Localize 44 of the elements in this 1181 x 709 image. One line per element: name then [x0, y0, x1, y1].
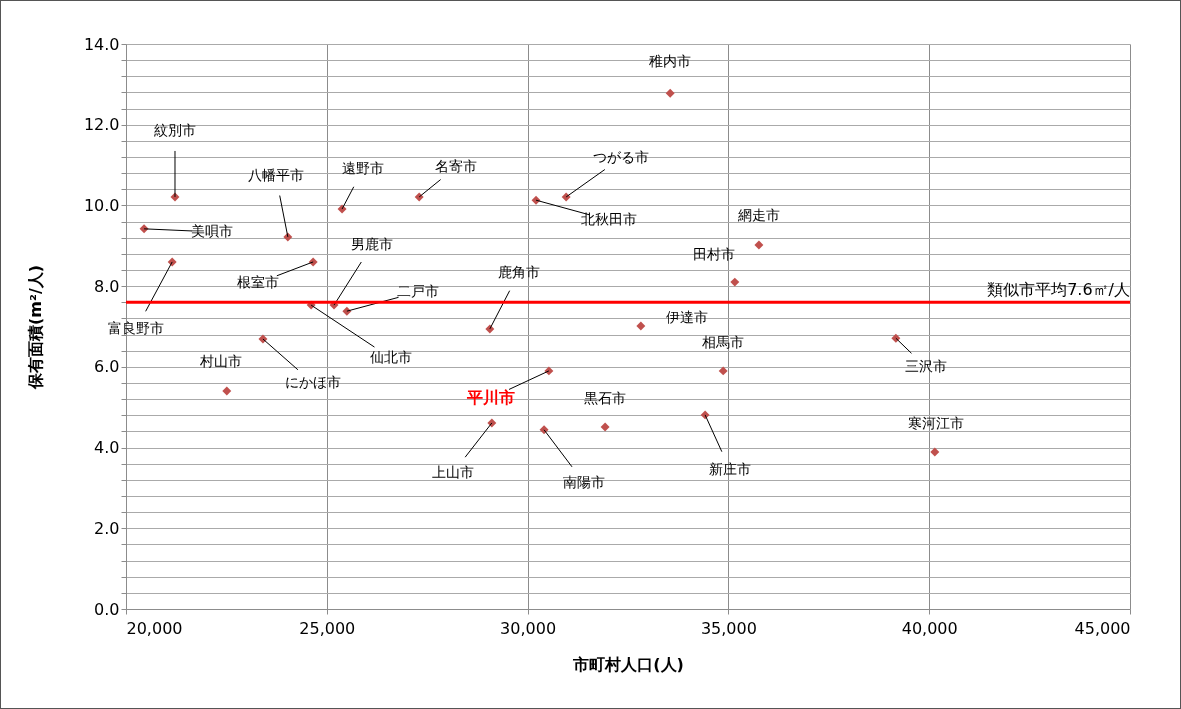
annotation: 黒石市 [584, 389, 627, 406]
ref-line-label: 類似市平均7.6㎡/人 [987, 280, 1130, 300]
annotation: 上山市 [431, 463, 474, 480]
y-axis-title: 保有面積(m²/人) [25, 264, 45, 391]
x-axis-title: 市町村人口(人) [572, 654, 684, 674]
annotation: 八幡平市 [247, 166, 304, 183]
annotation: 三沢市 [904, 358, 947, 375]
annotation: つがる市 [593, 148, 650, 165]
annotation: 村山市 [198, 353, 242, 370]
x-tick-label: 35,000 [700, 618, 757, 638]
annotation: 富良野市 [108, 319, 165, 336]
x-tick-label: 45,000 [1074, 618, 1131, 638]
annotation: 田村市 [692, 246, 735, 263]
y-tick-label: 14.0 [83, 34, 120, 54]
annotation: 寒河江市 [907, 415, 964, 432]
annotation: 仙北市 [370, 349, 413, 366]
annotation: 名寄市 [435, 157, 478, 174]
annotation: 美唄市 [191, 222, 234, 239]
annotation: 鹿角市 [497, 263, 540, 280]
x-tick-label: 25,000 [299, 618, 356, 638]
y-tick-label: 2.0 [94, 518, 120, 538]
y-tick-label: 8.0 [94, 276, 120, 296]
annotation: 伊達市 [665, 309, 708, 326]
annotation: 新庄市 [709, 460, 752, 477]
text: 平川市 [465, 387, 515, 407]
y-tick-label: 6.0 [94, 357, 120, 377]
annotation: 男鹿市 [351, 236, 394, 253]
annotation: 北秋田市 [581, 211, 638, 228]
annotation: 南陽市 [563, 473, 606, 490]
annotation: 相馬市 [702, 333, 745, 350]
y-tick-label: 10.0 [83, 195, 120, 215]
x-tick-label: 20,000 [126, 618, 183, 638]
annotation: 二戸市 [396, 283, 439, 300]
x-tick-label: 40,000 [901, 618, 958, 638]
x-tick-label: 30,000 [500, 618, 557, 638]
annotation: 紋別市 [154, 121, 196, 138]
annotation: 稚内市 [649, 53, 692, 70]
y-tick-label: 4.0 [94, 438, 120, 458]
annotation: 遠野市 [342, 160, 385, 177]
annotation: 根室市 [237, 273, 280, 290]
y-tick-label: 12.0 [83, 115, 120, 135]
y-tick-label: 0.0 [94, 599, 120, 619]
annotation: にかほ市 [284, 374, 341, 391]
annotation: 網走市 [736, 206, 780, 223]
